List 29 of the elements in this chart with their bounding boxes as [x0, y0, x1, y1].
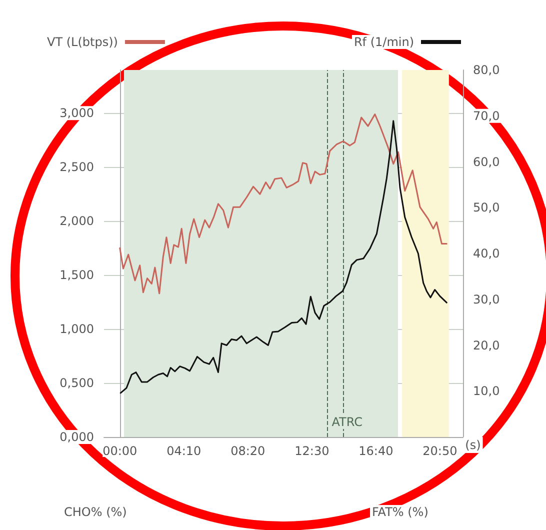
y-tick-label: 1,500 — [60, 268, 94, 282]
ref-line-label: ATRC — [332, 415, 363, 429]
text: FAT% (%) — [372, 505, 428, 519]
y2-tick-label: 50,0 — [473, 200, 500, 215]
y2-tick-label: 70,0 — [473, 108, 500, 123]
text: CHO% (%) — [64, 505, 127, 519]
x-tick-label: 00:00 — [102, 444, 138, 458]
y2-tick-label: 40,0 — [473, 246, 500, 260]
x-tick-label: 08:20 — [230, 444, 266, 458]
legend-label: Rf (1/min) — [354, 35, 414, 49]
line-series — [120, 120, 448, 394]
x-tick-label: 04:10 — [166, 444, 202, 458]
x-tick-label: 20:50 — [422, 444, 458, 458]
y2-tick-label: 60,0 — [473, 154, 500, 169]
y-tick-label: 2,500 — [60, 160, 94, 174]
y-tick-label: 0,000 — [60, 430, 94, 444]
y2-tick-label: 30,0 — [473, 292, 500, 306]
line-series — [119, 114, 448, 294]
y2-tick-label: 10,0 — [473, 384, 500, 398]
y-tick-label: 1,000 — [60, 322, 94, 336]
x-axis-title: (s) — [465, 438, 481, 452]
x-tick-label: 12:30 — [294, 444, 330, 458]
x-tick-label: 16:40 — [358, 444, 394, 458]
y-tick-label: 2,000 — [60, 214, 94, 228]
y2-tick-label: 20,0 — [473, 338, 500, 352]
y-tick-label: 0,500 — [60, 376, 94, 390]
y2-tick-label: 80,0 — [473, 63, 500, 77]
y-tick-label: 3,000 — [60, 106, 94, 120]
legend-label: VT (L(btps)) — [46, 35, 118, 49]
